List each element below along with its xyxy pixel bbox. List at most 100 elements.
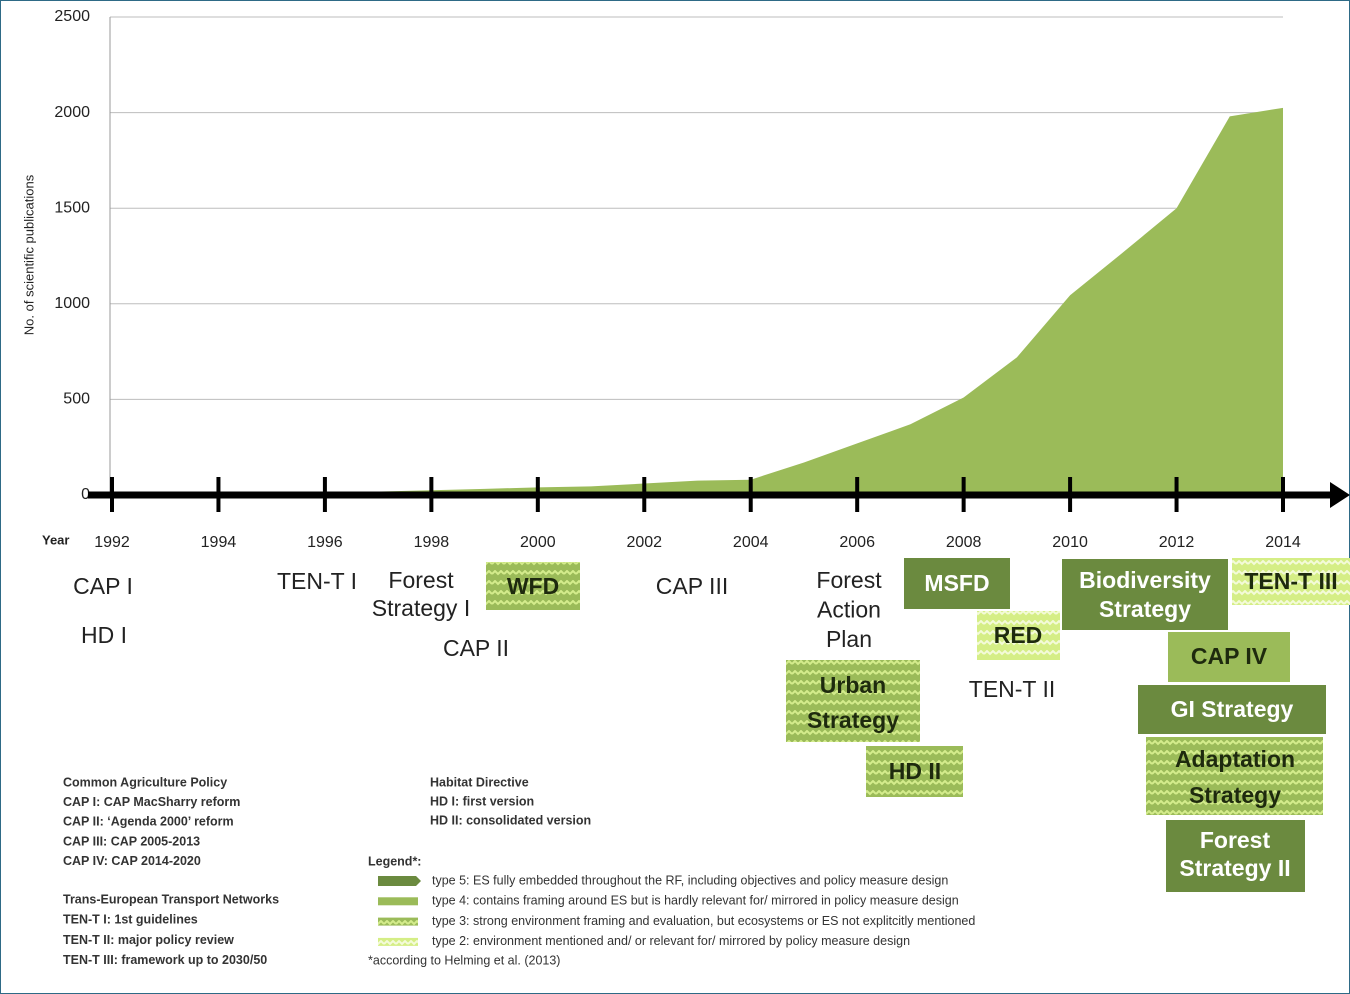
legend-label: type 2: environment mentioned and/ or re… <box>432 934 910 948</box>
policy-label-line: Strategy II <box>1179 855 1290 881</box>
y-axis-label: No. of scientific publications <box>21 174 36 335</box>
y-tick-label: 2500 <box>54 8 90 25</box>
policy-label-line: WFD <box>507 573 559 599</box>
glossary-line: CAP II: ‘Agenda 2000’ reform <box>63 815 234 829</box>
policy-label-line: Urban <box>820 672 886 698</box>
legend-label: type 3: strong environment framing and e… <box>432 914 975 928</box>
policy-label-line: MSFD <box>924 570 989 596</box>
x-tick-label: 2002 <box>626 534 662 551</box>
glossary-line: TEN-T II: major policy review <box>63 933 234 947</box>
y-tick-label: 1000 <box>54 295 90 312</box>
policy-label-line: Strategy <box>1099 596 1191 622</box>
policy-label-line: Plan <box>826 626 872 652</box>
y-tick-label: 0 <box>81 486 90 503</box>
policy-label-line: TEN-T III <box>1244 568 1337 594</box>
legend-title: Legend*: <box>368 854 421 868</box>
policy-label: Biodiversity Strategy <box>1079 567 1211 622</box>
policy-box <box>977 611 1060 660</box>
x-tick-label: 2012 <box>1159 534 1195 551</box>
legend-swatch <box>378 876 421 886</box>
policy-label: Forest Action Plan <box>816 567 882 652</box>
policy-label: Urban Strategy <box>807 672 899 733</box>
policy-box <box>1168 632 1290 682</box>
policy-box <box>486 562 580 610</box>
legend-label: type 5: ES fully embedded throughout the… <box>432 873 948 887</box>
policy-label: Forest Strategy II <box>1179 827 1290 881</box>
policy-label-line: Biodiversity <box>1079 567 1211 593</box>
policy-label: TEN-T III <box>1244 568 1337 594</box>
x-tick-label: 1996 <box>307 534 343 551</box>
legend-swatch <box>378 937 418 946</box>
x-axis-arrow <box>1330 482 1350 508</box>
policy-label: CAP IV <box>1191 643 1268 669</box>
policy-label-line: Strategy <box>1189 782 1281 808</box>
policy-label-line: Action <box>817 597 881 623</box>
policy-label-line: Forest <box>388 567 454 593</box>
legend-swatch <box>378 917 418 926</box>
policy-label: MSFD <box>924 570 989 596</box>
glossary-line: HD II: consolidated version <box>430 813 591 827</box>
policy-label-line: HD II <box>889 758 941 784</box>
policy-box <box>786 660 920 742</box>
x-tick-label: 2000 <box>520 534 556 551</box>
policy-label-line: Strategy <box>807 707 899 733</box>
x-tick-label: 2004 <box>733 534 769 551</box>
policy-label: HD I <box>81 622 127 648</box>
policy-label: TEN-T II <box>969 676 1055 702</box>
legend-label: type 4: contains framing around ES but i… <box>432 894 959 908</box>
policy-label: CAP III <box>656 573 728 599</box>
glossary-line: TEN-T I: 1st guidelines <box>63 913 198 927</box>
policy-label-line: CAP IV <box>1191 643 1268 669</box>
policy-label: WFD <box>507 573 559 599</box>
area <box>112 107 1283 495</box>
policy-label-line: GI Strategy <box>1171 696 1294 722</box>
policy-box <box>1062 559 1228 630</box>
glossary-line: TEN-T III: framework up to 2030/50 <box>63 953 267 967</box>
glossary-line: Common Agriculture Policy <box>63 775 227 789</box>
policy-box <box>1232 558 1350 605</box>
glossary-line: Trans-European Transport Networks <box>63 892 279 906</box>
glossary-line: CAP III: CAP 2005-2013 <box>63 834 200 848</box>
policy-label-line: CAP III <box>656 573 728 599</box>
x-tick-label: 2008 <box>946 534 982 551</box>
x-tick-label: 1998 <box>414 534 450 551</box>
policy-label: HD II <box>889 758 941 784</box>
policy-label: Adaptation Strategy <box>1175 746 1295 808</box>
glossary-line: HD I: first version <box>430 794 534 808</box>
policy-label: RED <box>994 622 1043 648</box>
policy-label-line: CAP II <box>443 635 509 661</box>
x-tick-label: 1994 <box>201 534 237 551</box>
x-tick-label: 1992 <box>94 534 130 551</box>
y-tick-label: 2000 <box>54 104 90 121</box>
policy-label: CAP II <box>443 635 509 661</box>
y-tick-label: 500 <box>63 391 90 408</box>
policy-label: GI Strategy <box>1171 696 1294 722</box>
policy-label: Forest Strategy I <box>372 567 470 621</box>
policy-label-line: HD I <box>81 622 127 648</box>
policy-label: TEN-T I <box>277 568 357 594</box>
x-tick-label: 2010 <box>1052 534 1088 551</box>
policy-box <box>1138 685 1326 734</box>
policy-label-line: Strategy I <box>372 595 470 621</box>
legend-note: *according to Helming et al. (2013) <box>368 953 560 967</box>
x-axis-label: Year <box>42 532 69 547</box>
glossary-line: CAP IV: CAP 2014-2020 <box>63 854 201 868</box>
policy-box <box>1146 737 1323 815</box>
policy-box <box>866 746 963 797</box>
y-tick-label: 1500 <box>54 199 90 216</box>
policy-label-line: Forest <box>816 567 882 593</box>
policy-label-line: Adaptation <box>1175 746 1295 772</box>
policy-label: CAP I <box>73 573 133 599</box>
policy-box <box>1166 820 1305 892</box>
policy-box <box>904 558 1010 609</box>
x-tick-label: 2006 <box>839 534 875 551</box>
policy-label-line: CAP I <box>73 573 133 599</box>
policy-label-line: TEN-T I <box>277 568 357 594</box>
policy-label-line: Forest <box>1200 827 1271 853</box>
policy-label-line: TEN-T II <box>969 676 1055 702</box>
x-tick-label: 2014 <box>1265 534 1301 551</box>
policy-label-line: RED <box>994 622 1043 648</box>
glossary-line: Habitat Directive <box>430 775 529 789</box>
glossary-line: CAP I: CAP MacSharry reform <box>63 795 240 809</box>
